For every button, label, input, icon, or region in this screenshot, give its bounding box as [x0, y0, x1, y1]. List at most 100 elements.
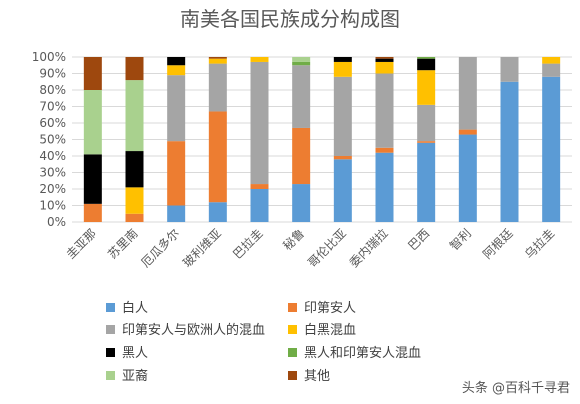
x-category-label: 圭亚那 — [64, 226, 99, 261]
bar-segment — [417, 58, 436, 71]
bar-segment — [167, 141, 186, 206]
bar-segment — [208, 57, 227, 59]
bar-segment — [83, 203, 102, 222]
bar-segment — [250, 61, 269, 185]
bar-segment — [542, 57, 561, 64]
y-tick-label: 60% — [39, 116, 66, 130]
bar-segment — [292, 61, 311, 66]
bar-segment — [167, 57, 186, 66]
bar-segment — [125, 57, 144, 81]
bar-segment — [375, 152, 394, 222]
bar-segment — [292, 127, 311, 185]
x-category-label: 秘鲁 — [280, 226, 307, 253]
bar-segment — [250, 189, 269, 222]
bar-segment — [375, 57, 394, 59]
y-tick-label: 80% — [39, 83, 66, 97]
bar-segment — [458, 134, 477, 222]
chart-title: 南美各国民族成分构成图 — [180, 7, 400, 31]
legend-label: 黑人 — [122, 346, 148, 361]
y-tick-label: 70% — [39, 100, 66, 114]
x-category-label: 苏里南 — [105, 226, 141, 262]
bar-segment — [500, 57, 519, 82]
x-category-label: 哥伦比亚 — [304, 226, 349, 271]
bar-segment — [250, 57, 269, 62]
legend-swatch — [288, 371, 297, 380]
bar-segment — [417, 57, 436, 59]
legend-label: 黑人和印第安人混血 — [304, 346, 421, 361]
x-category-label: 阿根廷 — [480, 226, 515, 261]
bar-segment — [167, 75, 186, 142]
bar-segment — [125, 80, 144, 152]
bar-segment — [375, 58, 394, 62]
x-category-label: 厄瓜多尔 — [138, 226, 183, 271]
legend-label: 白黑混血 — [304, 322, 356, 338]
bar-segment — [292, 184, 311, 222]
y-tick-label: 40% — [39, 149, 66, 163]
legend-swatch — [106, 303, 115, 312]
bar-segment — [333, 61, 352, 77]
gridlines — [72, 56, 572, 223]
bar-segment — [250, 184, 269, 189]
bar-segment — [375, 73, 394, 148]
legend-label: 印第安人与欧洲人的混血 — [122, 322, 265, 338]
bar-segment — [333, 76, 352, 156]
bar-segment — [458, 57, 477, 130]
bar-segment — [333, 156, 352, 160]
y-tick-label: 50% — [39, 133, 66, 147]
y-axis-ticks: 0% 10% 20% 30% 40% 50% 60% 70% 80% 90% 100% — [32, 50, 66, 229]
bar-segment — [208, 58, 227, 64]
bars — [83, 57, 561, 222]
bar-segment — [458, 129, 477, 135]
bar-segment — [333, 159, 352, 222]
bar-segment — [125, 213, 144, 222]
legend-label: 白人 — [122, 300, 148, 316]
legend-swatch — [106, 348, 115, 357]
x-category-label: 乌拉圭 — [521, 226, 557, 262]
bar-segment — [417, 70, 436, 105]
y-tick-label: 0% — [47, 215, 66, 229]
legend-label: 亚裔 — [122, 368, 148, 384]
bar-segment — [83, 90, 102, 155]
bar-segment — [167, 205, 186, 222]
legend-swatch — [106, 325, 115, 334]
y-tick-label: 20% — [39, 182, 66, 196]
bar-segment — [292, 57, 311, 62]
bar-segment — [542, 76, 561, 222]
bar-segment — [500, 81, 519, 222]
x-category-label: 玻利维亚 — [180, 226, 224, 270]
bar-segment — [83, 57, 102, 90]
legend-label: 其他 — [304, 369, 330, 384]
bar-segment — [375, 147, 394, 153]
x-category-label: 巴西 — [405, 226, 432, 253]
x-category-label: 智利 — [446, 226, 474, 254]
bar-segment — [417, 142, 436, 222]
legend-label: 印第安人 — [304, 301, 356, 316]
x-category-label: 巴拉圭 — [230, 226, 266, 262]
legend-swatch — [288, 303, 297, 312]
y-tick-label: 10% — [39, 199, 66, 213]
bar-segment — [208, 63, 227, 112]
bar-segment — [375, 61, 394, 74]
bar-segment — [125, 187, 144, 214]
legend-swatch — [288, 325, 297, 334]
y-tick-label: 100% — [32, 50, 66, 64]
watermark-text: 头条 @百科千寻君 — [462, 380, 570, 396]
bar-segment — [417, 104, 436, 142]
bar-segment — [292, 65, 311, 128]
y-tick-label: 90% — [39, 67, 66, 81]
legend-swatch — [288, 348, 297, 357]
legend-swatch — [106, 371, 115, 380]
bar-segment — [83, 154, 102, 204]
bar-segment — [542, 63, 561, 77]
y-tick-label: 30% — [39, 166, 66, 180]
bar-segment — [208, 202, 227, 222]
bar-segment — [125, 151, 144, 188]
bar-segment — [417, 141, 436, 143]
bar-segment — [208, 111, 227, 203]
bar-segment — [333, 57, 352, 62]
bar-segment — [167, 65, 186, 76]
x-category-label: 委内瑞拉 — [346, 226, 391, 271]
